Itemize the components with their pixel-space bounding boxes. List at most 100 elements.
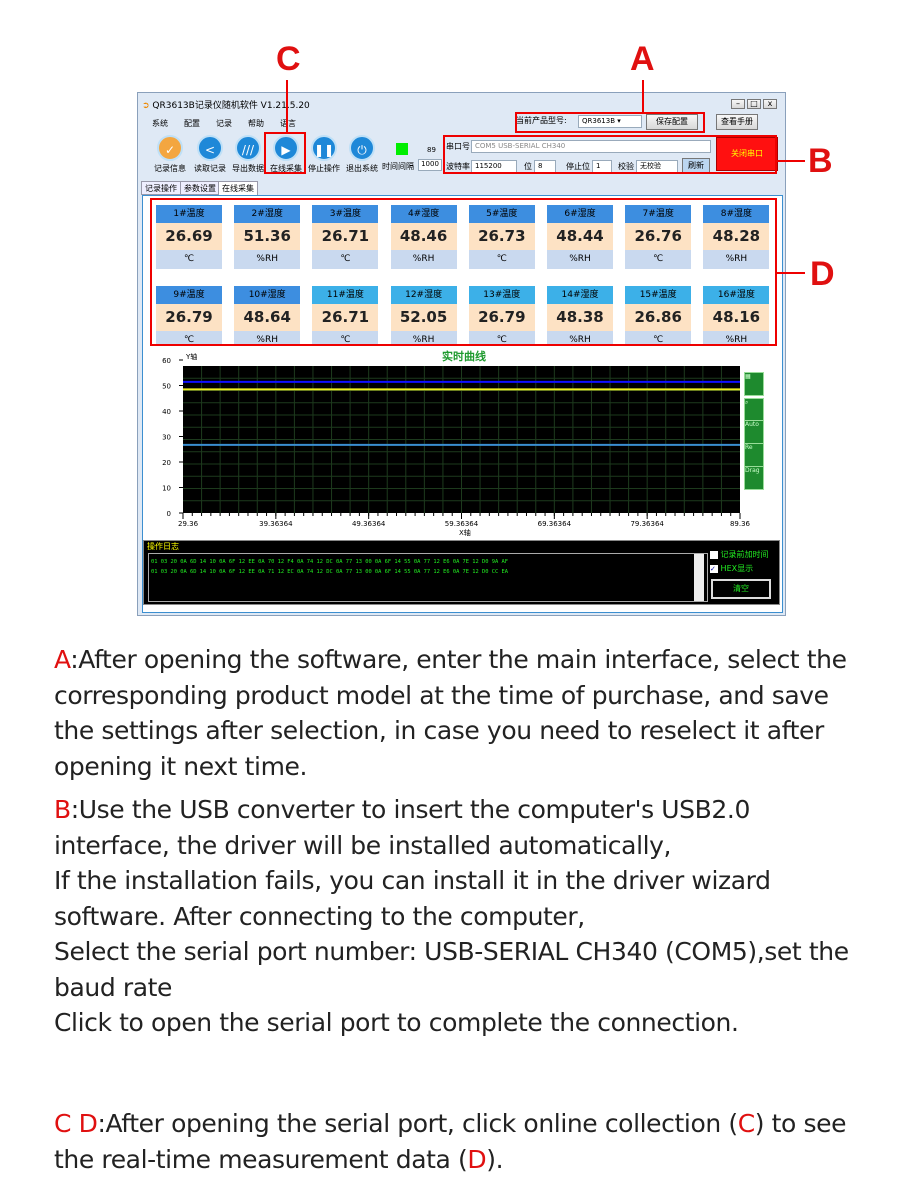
pause-icon: ❚❚ [311, 135, 337, 161]
log-line: 01 03 20 0A 6D 14 10 0A 6F 12 EE 0A 70 1… [151, 559, 508, 565]
channel-tile: 5#温度 26.73 ℃ [468, 205, 535, 269]
time-prefix-checkbox[interactable] [710, 550, 718, 559]
parity-label: 校验 [618, 162, 634, 171]
bits-label: 位 [524, 162, 532, 171]
channel-unit: %RH [234, 331, 301, 344]
channel-value: 48.16 [703, 304, 770, 331]
tab-params[interactable]: 参数设置 [180, 181, 220, 195]
channel-value: 48.28 [703, 223, 770, 250]
channel-tile: 12#湿度 52.05 %RH [390, 286, 457, 344]
channel-name: 3#温度 [312, 205, 379, 223]
channel-value: 26.76 [625, 223, 692, 250]
tab-online-collect[interactable]: 在线采集 [218, 181, 258, 195]
hex-checkbox[interactable]: ✓ [710, 564, 718, 573]
letter: A [54, 645, 71, 674]
time-prefix-option[interactable]: 记录前加时间 [710, 549, 769, 560]
annotation-c: C [276, 40, 301, 78]
log-scrollbar[interactable] [694, 554, 704, 601]
channel-tile: 6#湿度 48.44 %RH [547, 205, 613, 269]
menu-help[interactable]: 帮助 [248, 119, 264, 128]
channel-tile: 8#湿度 48.28 %RH [703, 205, 770, 269]
channel-tile: 13#温度 26.79 ℃ [468, 286, 535, 344]
x-tick-label: 79.36364 [630, 520, 664, 528]
channel-unit: %RH [390, 331, 457, 344]
drag-button[interactable]: Drag [744, 466, 764, 490]
pointer-d [777, 272, 805, 274]
annotation-d: D [810, 255, 835, 293]
label: 记录信息 [154, 164, 186, 173]
channel-unit: ℃ [156, 331, 222, 344]
exit-button[interactable]: ⏻ 退出系统 [342, 135, 382, 174]
channel-value: 26.71 [312, 223, 379, 250]
power-icon: ⏻ [349, 135, 375, 161]
minimize-button[interactable]: – [731, 99, 745, 109]
clear-button[interactable]: 清空 [711, 579, 771, 599]
hex-display-option[interactable]: ✓ HEX显示 [710, 563, 753, 574]
description-a: A:After opening the software, enter the … [54, 642, 864, 784]
baud-label: 波特率 [446, 162, 470, 171]
channel-value: 26.71 [312, 304, 379, 331]
x-tick-label: 39.36364 [259, 520, 293, 528]
tab-record-ops[interactable]: 记录操作 [141, 181, 181, 195]
y-tick-label: 50 [162, 383, 171, 391]
model-select[interactable]: QR3613B ▾ [578, 115, 642, 128]
label: 读取记录 [194, 164, 226, 173]
channel-name: 4#湿度 [390, 205, 457, 223]
grid-toggle-button[interactable]: ▦ [744, 372, 764, 396]
y-axis-label: Y轴 [186, 353, 198, 361]
menu-config[interactable]: 配置 [184, 119, 200, 128]
stop-button[interactable]: ❚❚ 停止操作 [304, 135, 344, 174]
y-tick-label: 20 [162, 459, 171, 467]
channel-unit: ℃ [312, 250, 379, 269]
label: 导出数据 [232, 164, 264, 173]
channel-name: 16#湿度 [703, 286, 770, 304]
read-record-button[interactable]: < 读取记录 [190, 135, 230, 174]
channel-tile: 4#湿度 48.46 %RH [390, 205, 457, 269]
record-info-icon: ✓ [157, 135, 183, 161]
log-line: 01 03 20 0A 6D 14 10 0A 6F 12 EE 0A 71 1… [151, 569, 508, 575]
y-tick-label: 60 [162, 357, 171, 365]
channel-name: 10#湿度 [234, 286, 301, 304]
export-data-button[interactable]: /// 导出数据 [228, 135, 268, 174]
reset-button[interactable]: Re [744, 443, 764, 467]
log-panel: 操作日志 01 03 20 0A 6D 14 10 0A 6F 12 EE 0A… [143, 540, 780, 605]
stop-bits-label: 停止位 [566, 162, 590, 171]
channel-name: 7#温度 [625, 205, 692, 223]
online-collect-button[interactable]: ▶ 在线采集 [266, 135, 306, 174]
channel-unit: %RH [234, 250, 301, 269]
highlight-b [443, 135, 777, 174]
model-label: 当前产品型号: [516, 116, 567, 125]
channel-unit: ℃ [625, 331, 692, 344]
letter: D [78, 1109, 98, 1138]
record-info-button[interactable]: ✓ 记录信息 [150, 135, 190, 174]
channel-name: 13#温度 [468, 286, 535, 304]
interval-input[interactable]: 1000 [418, 159, 442, 171]
highlight-c [264, 132, 306, 174]
share-icon: < [197, 135, 223, 161]
letter: C [737, 1109, 755, 1138]
port-select[interactable]: COM5 USB-SERIAL CH340 [471, 140, 711, 153]
menu-language[interactable]: 语言 [280, 119, 296, 128]
label: 在线采集 [270, 164, 302, 173]
close-button[interactable]: x [763, 99, 777, 109]
manual-button[interactable]: 查看手册 [716, 114, 758, 130]
menu-record[interactable]: 记录 [216, 119, 232, 128]
close-port-button[interactable]: 关闭串口 [716, 137, 778, 171]
zoom-button[interactable]: ⌕ [744, 398, 764, 422]
channel-name: 12#湿度 [390, 286, 457, 304]
maximize-button[interactable]: □ [747, 99, 761, 109]
channel-value: 51.36 [234, 223, 301, 250]
save-config-button[interactable]: 保存配置 [646, 114, 698, 130]
pointer-a [642, 80, 644, 112]
channel-unit: %RH [703, 331, 770, 344]
auto-scale-button[interactable]: Auto [744, 420, 764, 444]
channel-value: 48.44 [547, 223, 613, 250]
window-controls: – □ x [731, 99, 777, 109]
pointer-b [777, 160, 805, 162]
channel-name: 6#湿度 [547, 205, 613, 223]
model-value: QR3613B [582, 117, 615, 125]
channel-tile: 7#温度 26.76 ℃ [625, 205, 692, 269]
channel-value: 26.86 [625, 304, 692, 331]
menu-system[interactable]: 系统 [152, 119, 168, 128]
log-output[interactable]: 01 03 20 0A 6D 14 10 0A 6F 12 EE 0A 70 1… [148, 553, 708, 602]
